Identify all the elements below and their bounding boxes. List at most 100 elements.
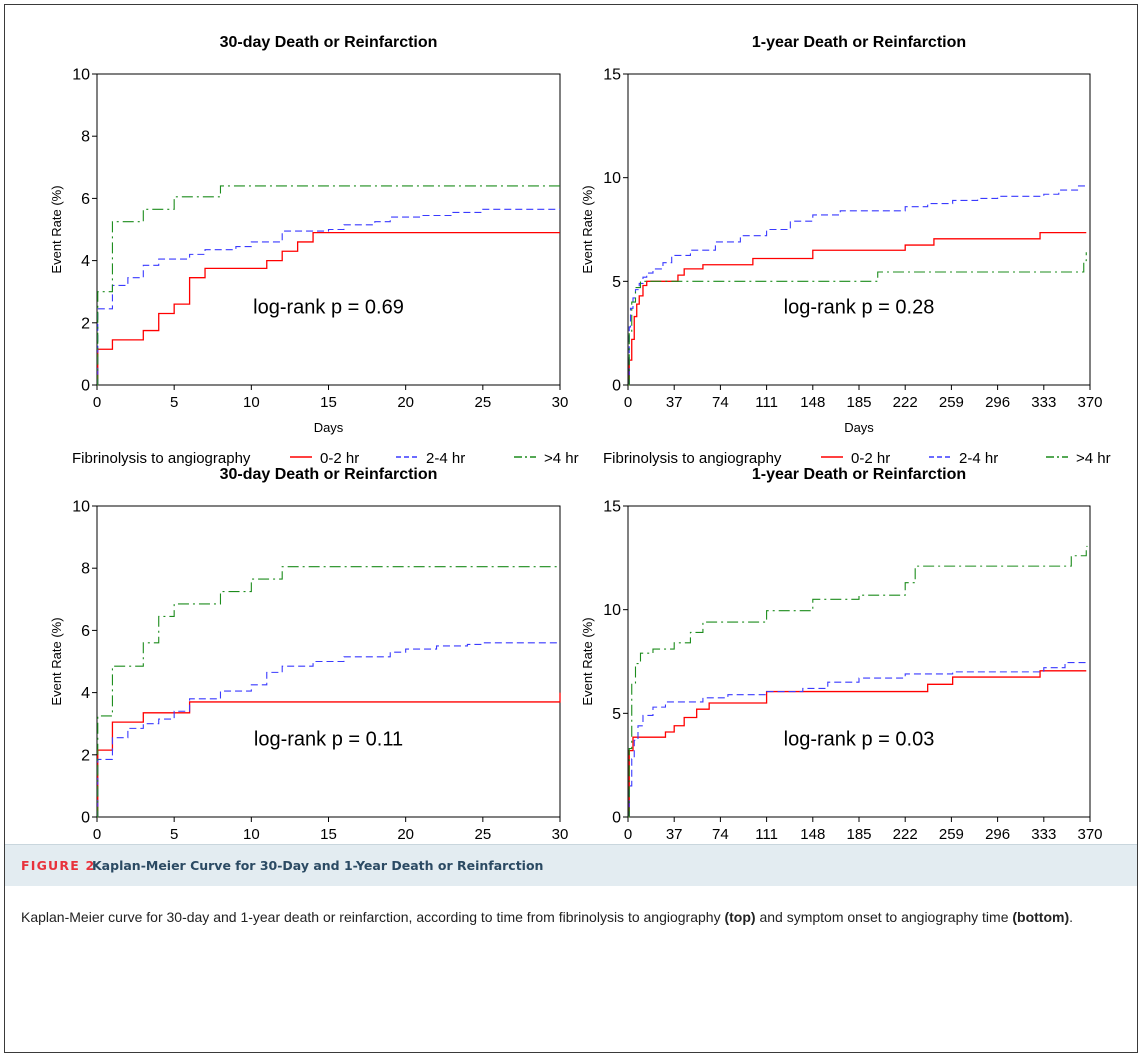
chart-panel-1: 30-day Death or Reinfarction 0 2 4 6 8 10 0 5 10 1… — [49, 34, 579, 467]
chart-panel-2: 1-year Death or Reinfarction 0 5 10 15 0 37 74 1… — [580, 34, 1111, 467]
x-tick-label: 222 — [893, 826, 918, 843]
x-tick-label: 259 — [939, 394, 964, 411]
x-tick-label: 25 — [474, 826, 491, 843]
x-tick-label: 20 — [397, 826, 414, 843]
y-tick-label: 8 — [81, 561, 90, 578]
series-line-8-hr — [97, 566, 560, 818]
y-tick-label: 10 — [72, 67, 90, 84]
x-tick-label: 15 — [320, 826, 337, 843]
series-line-4-8-hr — [628, 661, 1087, 818]
figure-caption: Kaplan-Meier curve for 30-day and 1-year… — [21, 906, 1111, 928]
caption-bar — [5, 844, 1137, 886]
y-tick-label: 0 — [81, 378, 90, 395]
caption-bold-bottom: (bottom) — [1012, 909, 1070, 925]
x-tick-label: 333 — [1031, 394, 1056, 411]
y-tick-label: 0 — [81, 810, 90, 827]
series-line-2-4-hr — [628, 185, 1087, 386]
legend-entry: 0-2 hr — [320, 450, 359, 467]
plot-frame — [627, 505, 1091, 818]
series-line-4-hr — [97, 185, 560, 386]
x-tick-label: 74 — [712, 826, 729, 843]
logrank-annotation: log-rank p = 0.11 — [254, 728, 403, 750]
y-tick-label: 0 — [612, 810, 621, 827]
chart-title: 30-day Death or Reinfarction — [220, 466, 438, 483]
y-tick-label: 15 — [603, 67, 621, 84]
x-tick-label: 37 — [666, 826, 683, 843]
legend-entry: 2-4 hr — [959, 450, 998, 467]
plot-frame — [627, 73, 1091, 386]
y-tick-label: 6 — [81, 191, 90, 208]
chart-panel-4: 1-year Death or Reinfarction 0 5 10 15 0 37 74 1… — [580, 466, 1103, 843]
caption-bold-top: (top) — [724, 909, 756, 925]
x-tick-label: 0 — [93, 394, 101, 411]
x-tick-label: 25 — [474, 394, 491, 411]
legend-title: Fibrinolysis to angiography — [603, 450, 782, 467]
x-tick-label: 296 — [985, 826, 1010, 843]
y-tick-label: 10 — [72, 499, 90, 516]
legend-entry: 2-4 hr — [426, 450, 465, 467]
x-tick-label: 148 — [800, 826, 825, 843]
y-tick-label: 15 — [603, 499, 621, 516]
x-tick-label: 30 — [552, 394, 569, 411]
x-tick-label: 30 — [552, 826, 569, 843]
legend-entry: >4 hr — [1076, 450, 1111, 467]
x-tick-label: 185 — [846, 394, 871, 411]
chart-panel-3: 30-day Death or Reinfarction 0 2 4 6 8 10 0 5 10 1… — [49, 466, 569, 843]
y-tick-label: 4 — [81, 253, 90, 270]
x-tick-label: 370 — [1077, 826, 1102, 843]
x-tick-label: 5 — [170, 394, 178, 411]
x-tick-label: 296 — [985, 394, 1010, 411]
x-tick-label: 0 — [624, 394, 632, 411]
y-axis-label: Event Rate (%) — [49, 617, 64, 705]
chart-title: 1-year Death or Reinfarction — [752, 34, 966, 51]
legend-title: Fibrinolysis to angiography — [72, 450, 251, 467]
series-line-0-2-hr — [97, 231, 560, 386]
caption-part-2: and symptom onset to angiography time — [755, 909, 1013, 925]
y-tick-label: 10 — [603, 602, 621, 619]
chart-title: 1-year Death or Reinfarction — [752, 466, 966, 483]
x-axis-label: Days — [314, 420, 344, 435]
y-tick-label: 4 — [81, 685, 90, 702]
x-axis-label: Days — [844, 420, 874, 435]
x-tick-label: 370 — [1077, 394, 1102, 411]
x-tick-label: 333 — [1031, 826, 1056, 843]
x-tick-label: 111 — [755, 394, 778, 411]
caption-part-1: Kaplan-Meier curve for 30-day and 1-year… — [21, 909, 725, 925]
x-tick-label: 10 — [243, 394, 260, 411]
y-tick-label: 2 — [81, 747, 90, 764]
legend-entry: 0-2 hr — [851, 450, 890, 467]
caption-part-3: . — [1069, 909, 1074, 925]
x-tick-label: 148 — [800, 394, 825, 411]
y-tick-label: 0 — [612, 378, 621, 395]
y-axis-label: Event Rate (%) — [580, 185, 595, 273]
x-tick-label: 15 — [320, 394, 337, 411]
figure-title: Kaplan-Meier Curve for 30-Day and 1-Year… — [92, 858, 544, 873]
x-tick-label: 185 — [846, 826, 871, 843]
series-line-2-4-hr — [97, 208, 560, 386]
series-line-4-hr — [628, 252, 1087, 386]
x-tick-label: 259 — [939, 826, 964, 843]
series-line-4-8-hr — [97, 642, 560, 818]
figure-frame — [4, 4, 1138, 1053]
x-tick-label: 0 — [93, 826, 101, 843]
x-tick-label: 10 — [243, 826, 260, 843]
x-tick-label: 20 — [397, 394, 414, 411]
y-tick-label: 6 — [81, 623, 90, 640]
logrank-annotation: log-rank p = 0.69 — [253, 296, 404, 318]
x-tick-label: 5 — [170, 826, 178, 843]
x-tick-label: 0 — [624, 826, 632, 843]
logrank-annotation: log-rank p = 0.03 — [784, 728, 935, 750]
y-tick-label: 8 — [81, 129, 90, 146]
x-tick-label: 111 — [755, 826, 778, 843]
y-axis-label: Event Rate (%) — [580, 617, 595, 705]
y-tick-label: 5 — [612, 706, 621, 723]
figure-label: FIGURE 2 — [21, 858, 96, 873]
legend-entry: >4 hr — [544, 450, 579, 467]
series-line-0-4-hr — [628, 670, 1087, 818]
x-tick-label: 74 — [712, 394, 729, 411]
logrank-annotation: log-rank p = 0.28 — [784, 296, 935, 318]
series-line-8-hr — [628, 545, 1088, 818]
y-tick-label: 10 — [603, 170, 621, 187]
y-tick-label: 2 — [81, 315, 90, 332]
